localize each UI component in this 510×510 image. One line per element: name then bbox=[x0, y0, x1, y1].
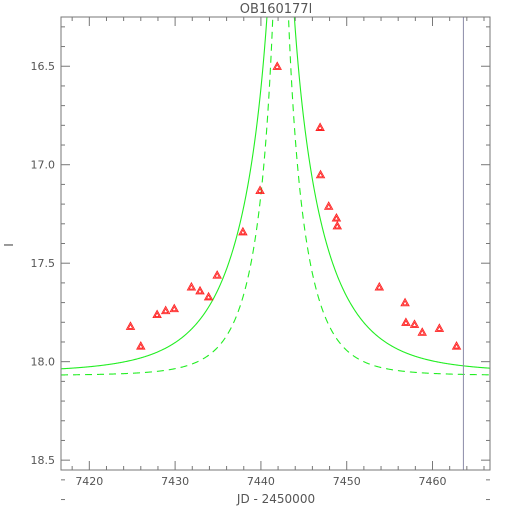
x-tick-label: 7430 bbox=[161, 475, 189, 488]
data-point-inner bbox=[436, 325, 443, 331]
data-point-inner bbox=[188, 284, 195, 290]
data-point bbox=[315, 122, 325, 131]
x-axis: 7420 7430 7440 7450 7460 bbox=[71, 17, 485, 488]
data-point bbox=[409, 319, 420, 328]
data-point bbox=[160, 305, 171, 315]
data-point bbox=[401, 317, 411, 326]
model-curve-dashed bbox=[61, 17, 490, 376]
data-point bbox=[195, 285, 205, 295]
x-axis-label: JD - 2450000 bbox=[236, 492, 315, 506]
data-point-inner bbox=[317, 124, 324, 130]
y-tick-label: 16.5 bbox=[31, 60, 56, 73]
data-point-inner bbox=[402, 319, 409, 325]
data-point-inner bbox=[333, 215, 340, 221]
data-point bbox=[451, 340, 462, 350]
data-point-inner bbox=[154, 311, 161, 318]
y-tick-label: 18.5 bbox=[31, 454, 56, 467]
data-point-inner bbox=[239, 228, 246, 235]
y-tick-label: 17.0 bbox=[31, 159, 56, 172]
plot-frame bbox=[60, 16, 491, 471]
y-tick-label: 17.5 bbox=[31, 257, 56, 270]
data-point bbox=[136, 340, 146, 350]
y-axis-label: I bbox=[2, 243, 16, 247]
data-point bbox=[152, 309, 162, 319]
data-point bbox=[186, 281, 197, 291]
data-point bbox=[374, 281, 385, 291]
data-point bbox=[125, 321, 136, 330]
model-curve-solid bbox=[61, 17, 490, 370]
data-point-inner bbox=[317, 171, 324, 178]
data-point bbox=[315, 169, 326, 179]
data-point bbox=[323, 201, 334, 210]
y-tick-label: 18.0 bbox=[31, 356, 56, 369]
data-point bbox=[212, 270, 222, 279]
data-point-inner bbox=[205, 293, 212, 300]
model-curves bbox=[61, 17, 490, 376]
data-point-inner bbox=[257, 187, 264, 193]
data-point bbox=[255, 185, 265, 194]
y-axis: 16.5 17.0 17.5 18.0 18.5 bbox=[31, 26, 490, 501]
x-tick-label: 7420 bbox=[75, 475, 103, 488]
x-tick-label: 7450 bbox=[333, 475, 361, 488]
data-point-inner bbox=[402, 299, 409, 306]
data-point-inner bbox=[334, 223, 341, 229]
data-point-inner bbox=[171, 305, 178, 312]
data-point-inner bbox=[325, 203, 332, 209]
data-point bbox=[400, 297, 410, 307]
data-point bbox=[331, 212, 342, 222]
data-point-inner bbox=[127, 323, 134, 329]
data-point bbox=[169, 303, 180, 313]
data-point bbox=[332, 220, 343, 230]
data-point-inner bbox=[419, 329, 426, 335]
data-point-inner bbox=[453, 343, 460, 349]
x-tick-label: 7460 bbox=[419, 475, 447, 488]
data-point-inner bbox=[197, 288, 203, 294]
data-point-inner bbox=[137, 343, 144, 349]
data-points bbox=[125, 61, 462, 350]
data-point-inner bbox=[274, 63, 281, 69]
data-point bbox=[272, 61, 282, 70]
x-tick-label: 7440 bbox=[247, 475, 275, 488]
data-point bbox=[434, 323, 445, 332]
data-point-inner bbox=[214, 272, 221, 278]
data-point bbox=[203, 291, 214, 301]
data-point-inner bbox=[411, 321, 418, 327]
data-point-inner bbox=[376, 284, 383, 290]
data-point-inner bbox=[162, 307, 169, 314]
chart-title: OB160177l bbox=[240, 2, 312, 17]
data-point bbox=[417, 327, 427, 336]
data-point bbox=[238, 226, 248, 236]
